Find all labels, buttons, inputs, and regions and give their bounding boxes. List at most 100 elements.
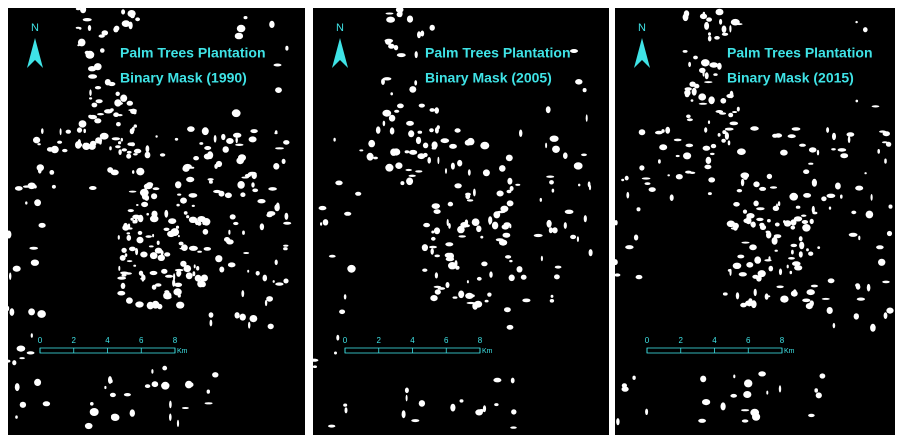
plantation-patch xyxy=(177,420,179,427)
plantation-patch xyxy=(233,222,238,225)
plantation-patch xyxy=(219,191,225,197)
plantation-patch xyxy=(129,247,136,252)
plantation-patch xyxy=(173,288,181,295)
plantation-patch xyxy=(390,92,393,95)
plantation-patch xyxy=(728,113,733,118)
plantation-patch xyxy=(625,245,633,249)
plantation-patch xyxy=(241,290,244,297)
plantation-patch xyxy=(155,135,157,137)
plantation-patch xyxy=(394,45,398,50)
plantation-patch xyxy=(114,26,119,31)
plantation-patch xyxy=(492,222,498,230)
plantation-patch xyxy=(373,157,378,160)
plantation-patch xyxy=(336,335,339,341)
plantation-patch xyxy=(141,202,148,207)
plantation-patch xyxy=(496,238,504,241)
plantation-patch xyxy=(746,262,753,268)
plantation-patch xyxy=(622,383,627,388)
plantation-patch xyxy=(510,426,516,428)
plantation-patch xyxy=(143,275,146,280)
plantation-patch xyxy=(689,172,695,174)
plantation-patch xyxy=(423,143,428,149)
plantation-patch xyxy=(551,295,554,298)
plantation-patch xyxy=(864,172,866,174)
plantation-patch xyxy=(799,251,803,257)
plantation-patch xyxy=(406,178,413,186)
plantation-patch xyxy=(89,186,97,190)
plantation-patch xyxy=(60,128,62,135)
plantation-patch xyxy=(768,256,770,261)
plantation-patch xyxy=(814,388,818,392)
plantation-patch xyxy=(420,31,424,37)
plantation-patch xyxy=(66,130,71,134)
plantation-patch xyxy=(661,129,664,133)
plantation-patch xyxy=(692,88,697,96)
plantation-patch xyxy=(121,138,123,142)
plantation-patch xyxy=(77,127,82,132)
plantation-patch xyxy=(118,266,120,271)
plantation-patch xyxy=(210,320,213,327)
plantation-patch xyxy=(118,149,121,155)
plantation-patch xyxy=(739,272,747,276)
plantation-patch xyxy=(263,275,268,282)
plantation-patch xyxy=(392,148,400,155)
plantation-patch xyxy=(822,298,830,300)
plantation-patch xyxy=(460,399,464,402)
plantation-patch xyxy=(555,266,562,269)
plantation-patch xyxy=(329,255,336,258)
plantation-patch xyxy=(275,260,278,266)
plantation-patch xyxy=(642,177,651,179)
plantation-patch xyxy=(221,134,225,140)
plantation-patch xyxy=(207,151,213,159)
plantation-patch xyxy=(376,126,381,133)
plantation-patch xyxy=(743,391,751,398)
plantation-patch xyxy=(550,136,559,142)
plantation-patch xyxy=(6,360,11,363)
plantation-patch xyxy=(176,270,181,277)
plantation-patch xyxy=(473,189,476,197)
plantation-patch xyxy=(721,402,726,410)
plantation-patch xyxy=(192,205,195,207)
plantation-patch xyxy=(449,144,457,149)
plantation-patch xyxy=(110,108,114,111)
plantation-patch xyxy=(225,193,232,199)
plantation-patch xyxy=(164,228,170,231)
plantation-patch xyxy=(788,257,795,260)
plantation-patch xyxy=(803,193,811,198)
plantation-patch xyxy=(204,146,211,150)
plantation-patch xyxy=(182,407,189,409)
plantation-patch xyxy=(104,386,106,389)
plantation-patch xyxy=(128,10,136,17)
plantation-patch xyxy=(497,191,504,197)
plantation-patch xyxy=(33,137,40,144)
plantation-patch xyxy=(863,27,868,32)
plantation-patch xyxy=(151,193,157,199)
plantation-patch xyxy=(20,402,26,408)
plantation-patch xyxy=(176,226,179,229)
plantation-patch xyxy=(754,289,757,296)
plantation-patch xyxy=(766,391,768,395)
plantation-patch xyxy=(683,152,691,159)
plantation-patch xyxy=(283,247,288,250)
plantation-patch xyxy=(209,180,213,184)
plantation-patch xyxy=(180,261,186,267)
plantation-patch xyxy=(437,125,440,129)
scale-label: 4 xyxy=(712,336,717,345)
plantation-patch xyxy=(215,255,222,262)
plantation-patch xyxy=(872,105,880,107)
plantation-patch xyxy=(49,170,54,175)
plantation-patch xyxy=(201,275,208,282)
plantation-patch xyxy=(499,165,506,172)
plantation-patch xyxy=(706,157,712,164)
plantation-patch xyxy=(756,275,762,281)
plantation-patch xyxy=(174,283,182,287)
plantation-patch xyxy=(840,153,848,158)
plantation-patch xyxy=(758,371,766,376)
plantation-patch xyxy=(248,172,257,176)
plantation-patch xyxy=(193,156,199,160)
plantation-patch xyxy=(711,144,716,148)
plantation-patch xyxy=(808,414,815,417)
plantation-patch xyxy=(135,248,138,255)
plantation-patch xyxy=(584,215,587,222)
plantation-patch xyxy=(347,265,355,273)
